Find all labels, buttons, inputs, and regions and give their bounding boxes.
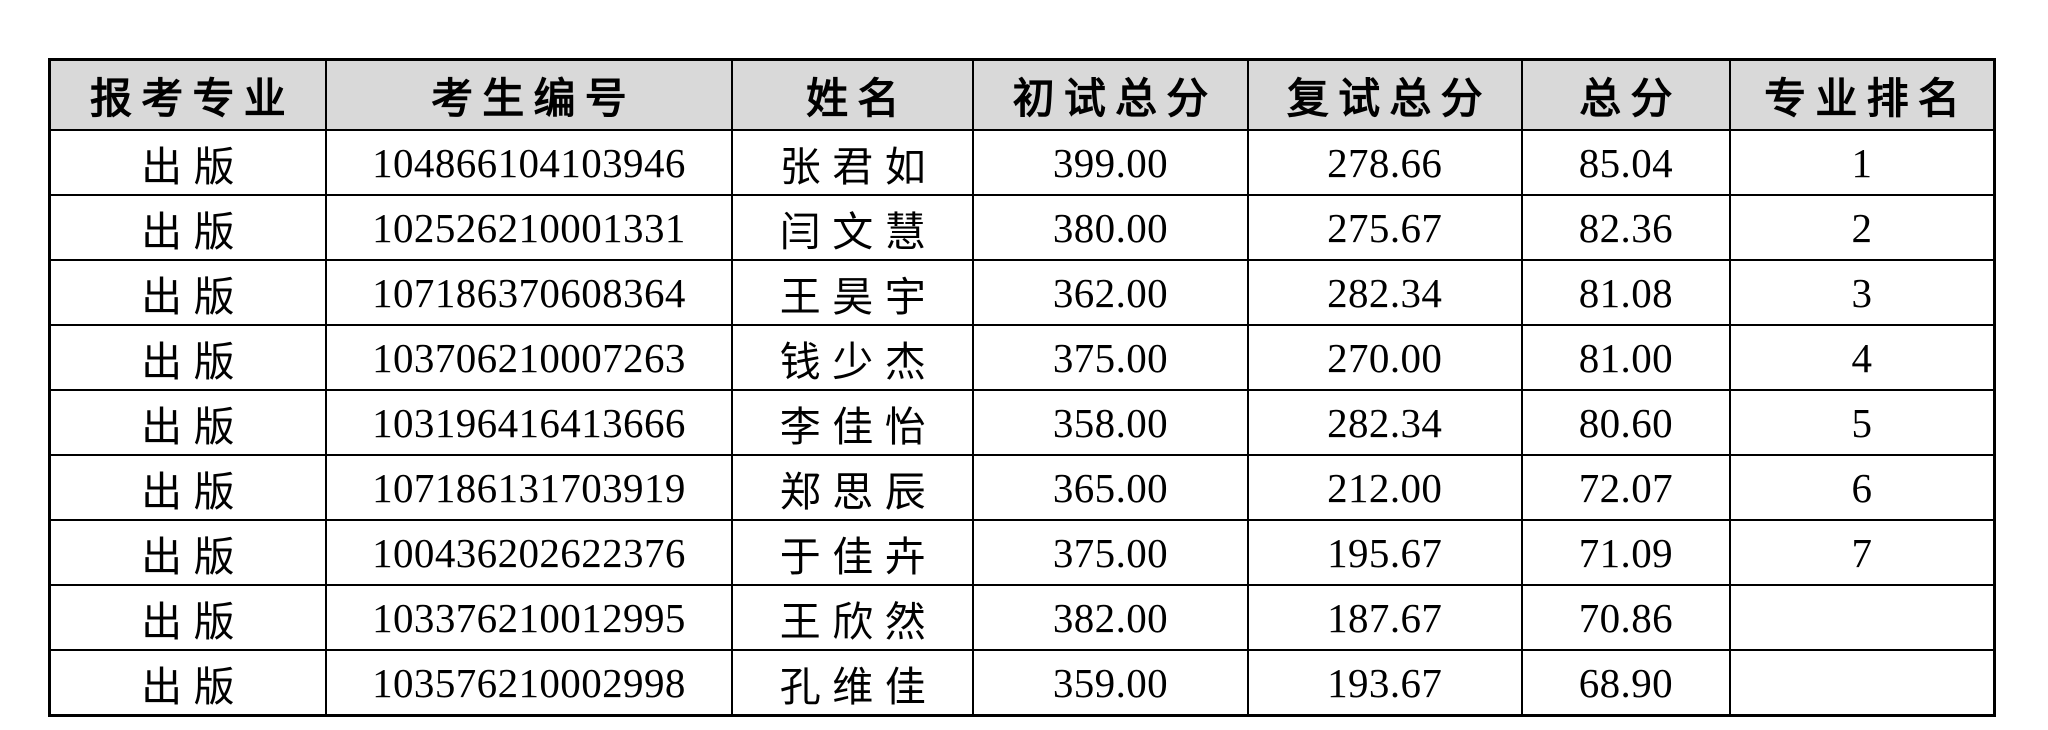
cell-name: 孔维佳 (731, 649, 975, 717)
cell-initial-score: 380.00 (972, 194, 1249, 261)
cell-retest-score: 193.67 (1246, 649, 1523, 717)
header-row: 报考专业 考生编号 姓名 初试总分 复试总分 总分 专业排名 (48, 58, 1996, 131)
cell-initial-score: 399.00 (972, 129, 1249, 196)
cell-name: 王欣然 (731, 584, 975, 651)
cell-retest-score: 282.34 (1246, 389, 1523, 456)
cell-retest-score: 212.00 (1246, 454, 1523, 521)
table-row: 出版 103196416413666 李佳怡 358.00 282.34 80.60 5 (48, 389, 1996, 456)
table-row: 出版 103706210007263 钱少杰 375.00 270.00 81.00 4 (48, 324, 1996, 391)
cell-candidate-id: 103376210012995 (324, 584, 734, 651)
table-row: 出版 100436202622376 于佳卉 375.00 195.67 71.09 7 (48, 519, 1996, 586)
cell-name: 李佳怡 (731, 389, 975, 456)
table-header: 报考专业 考生编号 姓名 初试总分 复试总分 总分 专业排名 (48, 58, 1996, 131)
cell-retest-score: 195.67 (1246, 519, 1523, 586)
cell-candidate-id: 104866104103946 (324, 129, 734, 196)
header-candidate-id: 考生编号 (324, 58, 734, 131)
cell-total-score: 80.60 (1520, 389, 1731, 456)
cell-rank: 3 (1728, 259, 1996, 326)
cell-retest-score: 278.66 (1246, 129, 1523, 196)
cell-name: 于佳卉 (731, 519, 975, 586)
cell-retest-score: 275.67 (1246, 194, 1523, 261)
table-row: 出版 107186370608364 王昊宇 362.00 282.34 81.08 3 (48, 259, 1996, 326)
cell-name: 钱少杰 (731, 324, 975, 391)
cell-total-score: 72.07 (1520, 454, 1731, 521)
admission-score-table: 报考专业 考生编号 姓名 初试总分 复试总分 总分 专业排名 出版 1048661… (48, 58, 1996, 717)
cell-initial-score: 359.00 (972, 649, 1249, 717)
cell-total-score: 70.86 (1520, 584, 1731, 651)
cell-retest-score: 270.00 (1246, 324, 1523, 391)
cell-initial-score: 375.00 (972, 519, 1249, 586)
cell-rank: 5 (1728, 389, 1996, 456)
table-row: 出版 104866104103946 张君如 399.00 278.66 85.04 1 (48, 129, 1996, 196)
cell-total-score: 81.08 (1520, 259, 1731, 326)
header-name: 姓名 (731, 58, 975, 131)
cell-candidate-id: 107186131703919 (324, 454, 734, 521)
table-row: 出版 107186131703919 郑思辰 365.00 212.00 72.07 6 (48, 454, 1996, 521)
cell-candidate-id: 100436202622376 (324, 519, 734, 586)
cell-rank: 1 (1728, 129, 1996, 196)
cell-total-score: 71.09 (1520, 519, 1731, 586)
cell-major: 出版 (48, 194, 327, 261)
cell-major: 出版 (48, 649, 327, 717)
table-row: 出版 103376210012995 王欣然 382.00 187.67 70.86 (48, 584, 1996, 651)
cell-candidate-id: 103576210002998 (324, 649, 734, 717)
cell-major: 出版 (48, 389, 327, 456)
cell-rank (1728, 649, 1996, 717)
cell-initial-score: 375.00 (972, 324, 1249, 391)
cell-candidate-id: 107186370608364 (324, 259, 734, 326)
cell-retest-score: 187.67 (1246, 584, 1523, 651)
cell-rank: 6 (1728, 454, 1996, 521)
cell-rank: 4 (1728, 324, 1996, 391)
cell-total-score: 81.00 (1520, 324, 1731, 391)
cell-major: 出版 (48, 584, 327, 651)
cell-name: 闫文慧 (731, 194, 975, 261)
cell-major: 出版 (48, 519, 327, 586)
cell-candidate-id: 103196416413666 (324, 389, 734, 456)
cell-candidate-id: 103706210007263 (324, 324, 734, 391)
table-row: 出版 103576210002998 孔维佳 359.00 193.67 68.90 (48, 649, 1996, 717)
cell-name: 王昊宇 (731, 259, 975, 326)
cell-total-score: 82.36 (1520, 194, 1731, 261)
cell-name: 张君如 (731, 129, 975, 196)
table-row: 出版 102526210001331 闫文慧 380.00 275.67 82.36 2 (48, 194, 1996, 261)
header-major: 报考专业 (48, 58, 327, 131)
cell-major: 出版 (48, 454, 327, 521)
cell-rank: 2 (1728, 194, 1996, 261)
cell-major: 出版 (48, 324, 327, 391)
table-body: 出版 104866104103946 张君如 399.00 278.66 85.04 1 出版… (48, 129, 1996, 717)
cell-rank: 7 (1728, 519, 1996, 586)
cell-candidate-id: 102526210001331 (324, 194, 734, 261)
cell-initial-score: 365.00 (972, 454, 1249, 521)
header-rank: 专业排名 (1728, 58, 1996, 131)
cell-initial-score: 362.00 (972, 259, 1249, 326)
header-total-score: 总分 (1520, 58, 1731, 131)
cell-total-score: 85.04 (1520, 129, 1731, 196)
header-retest-score: 复试总分 (1246, 58, 1523, 131)
cell-initial-score: 358.00 (972, 389, 1249, 456)
header-initial-score: 初试总分 (972, 58, 1249, 131)
cell-rank (1728, 584, 1996, 651)
cell-retest-score: 282.34 (1246, 259, 1523, 326)
cell-name: 郑思辰 (731, 454, 975, 521)
cell-major: 出版 (48, 259, 327, 326)
cell-initial-score: 382.00 (972, 584, 1249, 651)
cell-total-score: 68.90 (1520, 649, 1731, 717)
cell-major: 出版 (48, 129, 327, 196)
